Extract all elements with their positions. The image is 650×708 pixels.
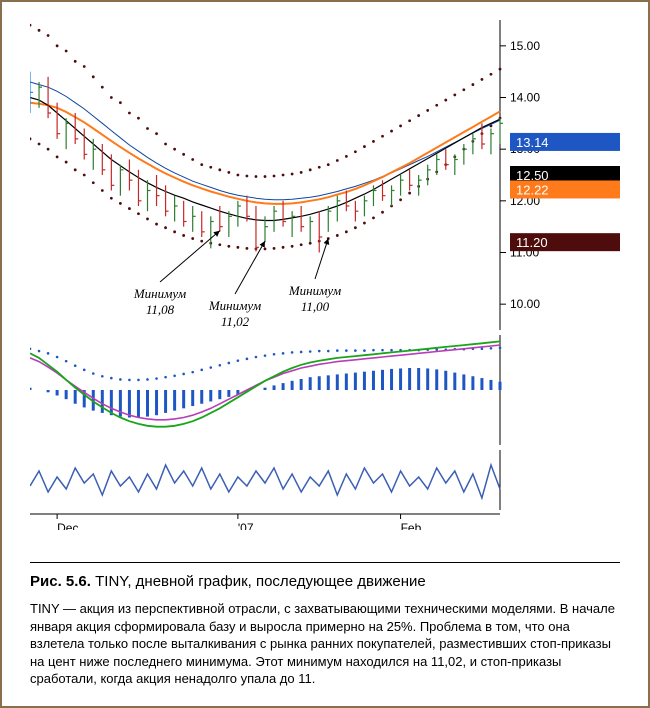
caption-title-text: TINY, дневной график, последующее движен… [95,573,426,590]
price-chart-svg: 10.0011.0012.0013.0014.0015.0013.1412.50… [30,20,620,530]
caption-body: TINY — акция из перспективной отрасли, с… [30,600,620,688]
svg-text:11.20: 11.20 [516,235,548,250]
svg-text:Feb: Feb [401,521,422,530]
caption-title: Рис. 5.6. TINY, дневной график, последую… [30,573,620,590]
figure-caption: Рис. 5.6. TINY, дневной график, последую… [30,562,620,688]
svg-text:15.00: 15.00 [510,39,540,53]
svg-text:14.00: 14.00 [510,91,540,105]
svg-text:10.00: 10.00 [510,297,540,311]
svg-text:11,00: 11,00 [301,299,330,314]
svg-text:12.22: 12.22 [516,182,549,197]
svg-text:Dec: Dec [57,521,78,530]
chart-area: 10.0011.0012.0013.0014.0015.0013.1412.50… [30,20,620,530]
svg-text:Минимум: Минимум [288,283,341,298]
caption-label: Рис. 5.6. [30,573,91,590]
svg-text:11,08: 11,08 [146,302,175,317]
page-root: 10.0011.0012.0013.0014.0015.0013.1412.50… [0,0,650,708]
svg-text:11,02: 11,02 [221,314,250,329]
svg-text:Минимум: Минимум [208,298,261,313]
svg-text:13.14: 13.14 [516,135,549,150]
svg-text:'07: '07 [238,521,254,530]
svg-text:Минимум: Минимум [133,286,186,301]
